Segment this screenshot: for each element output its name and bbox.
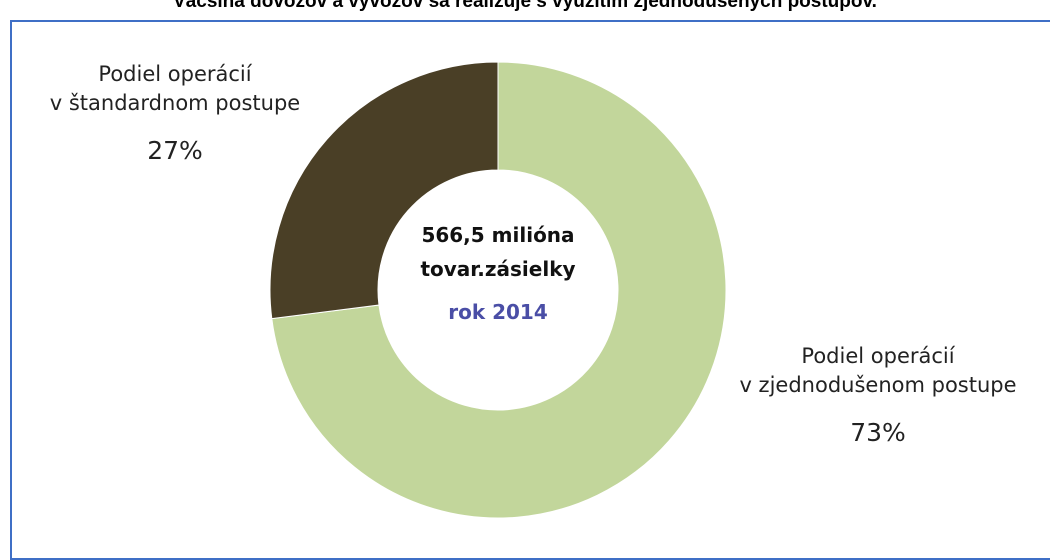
center-total-value: 566,5 milióna <box>421 223 575 247</box>
chart-title: Väčšina dovozov a vývozov sa realizuje s… <box>173 0 877 12</box>
simplified-label-line2: v zjednodušenom postupe <box>739 373 1017 398</box>
standard-label-line1: Podiel operácií <box>98 62 252 86</box>
simplified-procedure-label: Podiel operácií v zjednodušenom postupe … <box>708 342 1048 450</box>
center-year: rok 2014 <box>448 300 548 324</box>
standard-procedure-slice <box>269 61 499 320</box>
donut-center-text: 566,5 milióna tovar.zásielky rok 2014 <box>388 218 608 324</box>
simplified-label-line1: Podiel operácií <box>801 344 955 368</box>
standard-percentage: 27% <box>147 135 203 165</box>
donut-chart <box>269 61 727 519</box>
simplified-procedure-slice <box>271 61 727 519</box>
standard-procedure-label: Podiel operácií v štandardnom postupe 27… <box>10 60 340 168</box>
center-total-unit: tovar.zásielky <box>420 257 576 281</box>
simplified-percentage: 73% <box>850 417 906 447</box>
standard-label-line2: v štandardnom postupe <box>49 91 301 116</box>
